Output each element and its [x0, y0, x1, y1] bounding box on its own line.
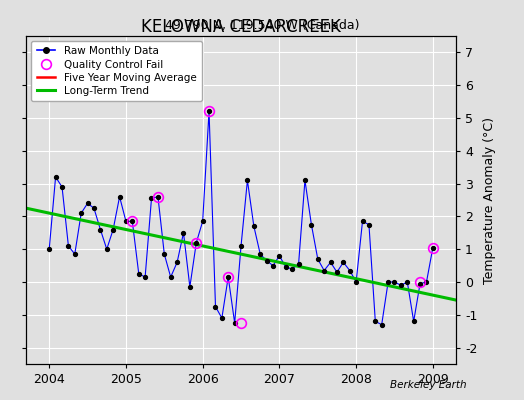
Title: KELOWNA CEDARCREEK: KELOWNA CEDARCREEK: [141, 18, 341, 36]
Legend: Raw Monthly Data, Quality Control Fail, Five Year Moving Average, Long-Term Tren: Raw Monthly Data, Quality Control Fail, …: [31, 41, 202, 101]
Y-axis label: Temperature Anomaly (°C): Temperature Anomaly (°C): [483, 116, 496, 284]
Text: 49.790 N, 119.540 W (Canada): 49.790 N, 119.540 W (Canada): [165, 20, 359, 32]
Text: Berkeley Earth: Berkeley Earth: [390, 380, 466, 390]
